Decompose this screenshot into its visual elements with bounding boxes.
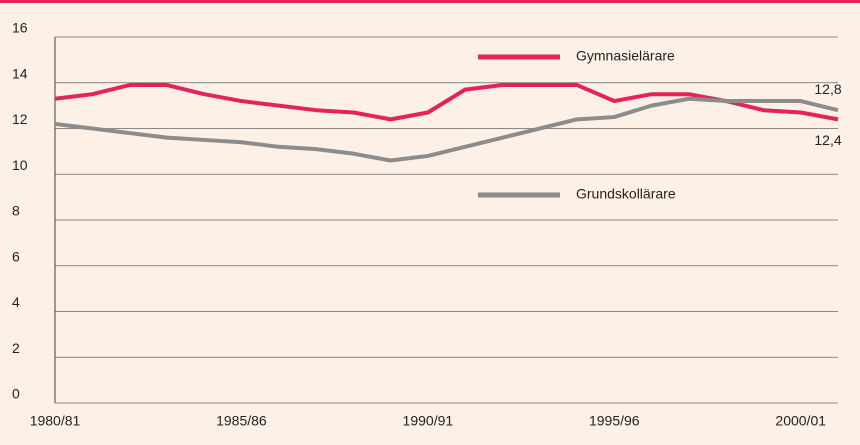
y-tick-label: 2 [12,340,20,356]
y-tick-label: 0 [12,386,20,402]
series-line [54,83,839,122]
x-tick-label: 1995/96 [589,413,640,429]
y-tick-label: 10 [12,157,28,173]
y-tick-label: 14 [12,65,28,81]
x-tick-label: 1990/91 [403,413,454,429]
value-label: 12,4 [814,132,841,148]
top-rule [0,0,860,3]
y-tick-label: 16 [12,20,28,36]
y-tick-label: 12 [12,111,28,127]
legend-label: Grundskollärare [576,186,676,202]
y-tick-label: 6 [12,248,20,264]
legend-label: Gymnasielärare [576,48,675,64]
x-tick-label: 1985/86 [216,413,267,429]
x-tick-label: 1980/81 [30,413,81,429]
value-label: 12,8 [814,81,841,97]
series-line [54,96,839,163]
y-tick-label: 8 [12,203,20,219]
y-tick-label: 4 [12,294,20,310]
x-tick-label: 2000/01 [775,413,826,429]
